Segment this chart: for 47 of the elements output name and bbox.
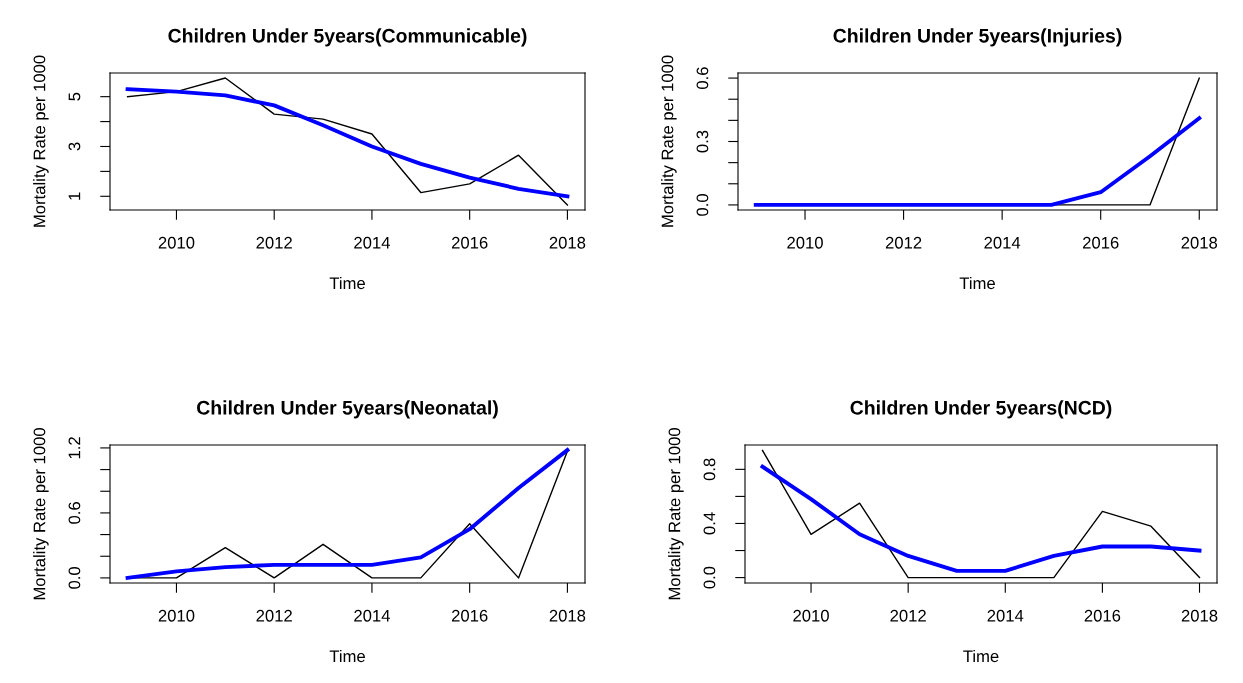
y-tick-label: 5 [68,92,81,101]
y-tick-label: 0.6 [696,67,709,90]
x-tick-label: 2018 [1181,236,1218,249]
x-tick-label: 2012 [890,609,926,622]
x-tick-label: 2014 [354,236,390,249]
x-axis-title: Time [329,276,365,290]
x-tick-label: 2010 [158,609,195,622]
x-tick-label: 2012 [885,236,922,249]
x-tick-label: 2014 [984,236,1021,249]
x-tick-label: 2014 [354,609,390,622]
x-axis-title: Time [329,649,365,663]
y-tick-label: 0.0 [68,566,81,589]
y-axis-title: Mortality Rate per 1000 [33,428,49,600]
y-axis-title: Mortality Rate per 1000 [33,55,49,227]
x-tick-label: 2010 [787,236,823,249]
y-axis-title: Mortality Rate per 1000 [661,55,677,227]
x-tick-label: 2012 [256,609,292,622]
x-tick-label: 2010 [793,609,829,622]
x-axis-title: Time [959,276,995,290]
y-axis-title: Mortality Rate per 1000 [668,428,684,600]
x-tick-label: 2016 [1083,236,1119,249]
chart-title: Children Under 5years(Neonatal) [197,400,498,419]
x-tick-label: 2018 [549,609,586,622]
x-tick-label: 2012 [256,236,292,249]
x-tick-label: 2016 [451,236,488,249]
y-tick-label: 3 [68,142,81,151]
chart-title: Children Under 5years(NCD) [850,400,1112,419]
y-tick-label: 0.4 [703,512,716,535]
x-tick-label: 2018 [1181,609,1218,622]
y-tick-label: 0.8 [703,458,716,481]
y-tick-label: 0.6 [68,502,81,524]
x-tick-label: 2016 [1084,609,1121,622]
y-tick-label: 0.3 [696,130,709,153]
chart-title: Children Under 5years(Injuries) [833,28,1122,47]
y-tick-label: 0.0 [696,193,709,216]
line-series [753,116,1202,207]
x-axis-title: Time [963,649,999,663]
line-series [760,464,1202,573]
x-tick-label: 2016 [451,609,488,622]
chart-title: Children Under 5years(Communicable) [168,28,527,47]
x-tick-label: 2018 [549,236,586,249]
y-tick-label: 1 [68,192,81,200]
x-tick-label: 2010 [158,236,195,249]
y-tick-label: 0.0 [703,566,716,589]
y-tick-label: 1.2 [68,437,81,459]
line-series [761,449,1201,579]
x-tick-label: 2014 [987,609,1024,622]
